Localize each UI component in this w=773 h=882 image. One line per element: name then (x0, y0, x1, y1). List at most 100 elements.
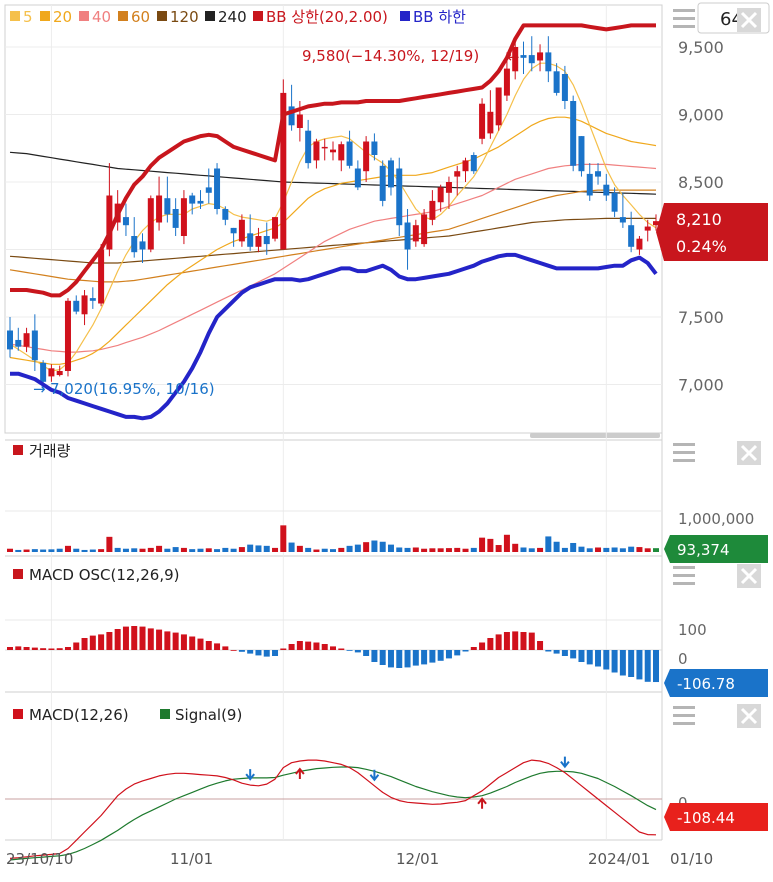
volume-bar (139, 548, 146, 552)
menu-icon[interactable] (673, 9, 695, 28)
volume-bar (64, 545, 71, 552)
volume-menu-icon[interactable] (673, 443, 695, 462)
volume-bar (354, 544, 361, 552)
macd-close-icon[interactable] (737, 704, 761, 728)
macd-last-value: -108.44 (677, 809, 735, 827)
volume-bar (379, 541, 386, 552)
ma60-line (9, 189, 656, 283)
candle-body (89, 298, 96, 301)
close-icon[interactable] (737, 8, 761, 32)
osc-bar (98, 634, 105, 650)
candle-body (653, 221, 659, 226)
volume-bar (495, 545, 502, 552)
osc-bar (313, 642, 320, 650)
last-price: 8,210 (676, 210, 722, 229)
osc-bar (561, 650, 568, 656)
volume-bar (313, 549, 320, 552)
volume-bar (214, 549, 221, 552)
osc-bar (7, 647, 13, 650)
osc-bar (222, 646, 229, 650)
volume-bar (470, 547, 477, 552)
candle-body (280, 92, 287, 250)
candle-body (40, 362, 47, 382)
osc-bar (147, 628, 154, 650)
osc-bar (189, 636, 196, 650)
volume-bar (429, 548, 436, 552)
osc-bar (445, 650, 452, 659)
price-badge (664, 203, 768, 261)
candle-body (553, 71, 560, 93)
volume-bar (644, 548, 651, 552)
candle-body (263, 236, 270, 245)
volume-tick: 1,000,000 (678, 510, 754, 528)
osc-menu-icon[interactable] (673, 566, 695, 585)
osc-bar (578, 650, 585, 662)
osc-bar (429, 650, 436, 663)
volume-badge-pointer (664, 535, 670, 563)
osc-bar (31, 647, 38, 650)
x-tick-label: 01/10 (670, 850, 713, 868)
osc-bar (214, 643, 221, 650)
candle-body (462, 160, 469, 172)
legend-label: 120 (170, 8, 199, 26)
osc-badge (670, 669, 768, 697)
candle-body (412, 225, 419, 242)
osc-bar (330, 646, 336, 650)
osc-bar (122, 626, 129, 650)
horizontal-scrollbar[interactable] (530, 433, 660, 438)
osc-bar (48, 648, 55, 650)
candle-body (603, 184, 610, 196)
candle-body (247, 233, 254, 247)
legend-label: BB 하한 (413, 8, 466, 26)
bollinger-bands (10, 23, 658, 421)
price-tick-label: 8,500 (678, 173, 724, 192)
candle-body (64, 300, 71, 371)
osc-bar (363, 650, 370, 656)
volume-bar (363, 542, 370, 552)
candle-body (371, 141, 378, 155)
legend-swatch (10, 11, 20, 21)
osc-bar (586, 650, 593, 665)
volume-bar (222, 547, 229, 552)
candle-body (445, 182, 452, 193)
volume-bar (578, 546, 585, 552)
osc-close-icon[interactable] (737, 564, 761, 588)
legend-swatch (40, 11, 50, 21)
volume-bar (288, 542, 295, 552)
osc-bar (570, 650, 577, 659)
volume-bar (528, 548, 535, 552)
candle-body (164, 198, 171, 215)
volume-bar (73, 548, 80, 552)
macd-badge (670, 803, 768, 831)
osc-bar (495, 634, 502, 650)
candle-body (305, 130, 312, 164)
candle-body (586, 173, 593, 196)
volume-bar (156, 545, 163, 552)
osc-bar (305, 641, 312, 650)
osc-bar (296, 641, 303, 650)
candle-body (619, 217, 626, 223)
candle-body (636, 238, 643, 250)
price-badge-pointer (656, 203, 664, 261)
candle-body (545, 52, 552, 72)
osc-bar (205, 641, 212, 650)
osc-label: MACD OSC(12,26,9) (29, 566, 180, 584)
candle-body (296, 114, 303, 128)
price-tick-label: 9,000 (678, 106, 724, 125)
volume-bar (89, 549, 96, 552)
macd-menu-icon[interactable] (673, 706, 695, 725)
candle-body (396, 168, 403, 226)
macd-badge-pointer (664, 803, 670, 831)
low-annotation: 7,020(16.95%, 10/16) (50, 380, 215, 398)
osc-bar (164, 631, 171, 650)
osc-bar (15, 646, 22, 650)
osc-bar (56, 648, 63, 650)
osc-bar (131, 626, 138, 650)
candle-body (387, 160, 394, 188)
volume-bar (263, 545, 270, 552)
candle-body (379, 165, 386, 201)
volume-close-icon[interactable] (737, 441, 761, 465)
candle-body (404, 222, 411, 250)
volume-bar (31, 549, 38, 552)
candle-body (180, 198, 187, 236)
